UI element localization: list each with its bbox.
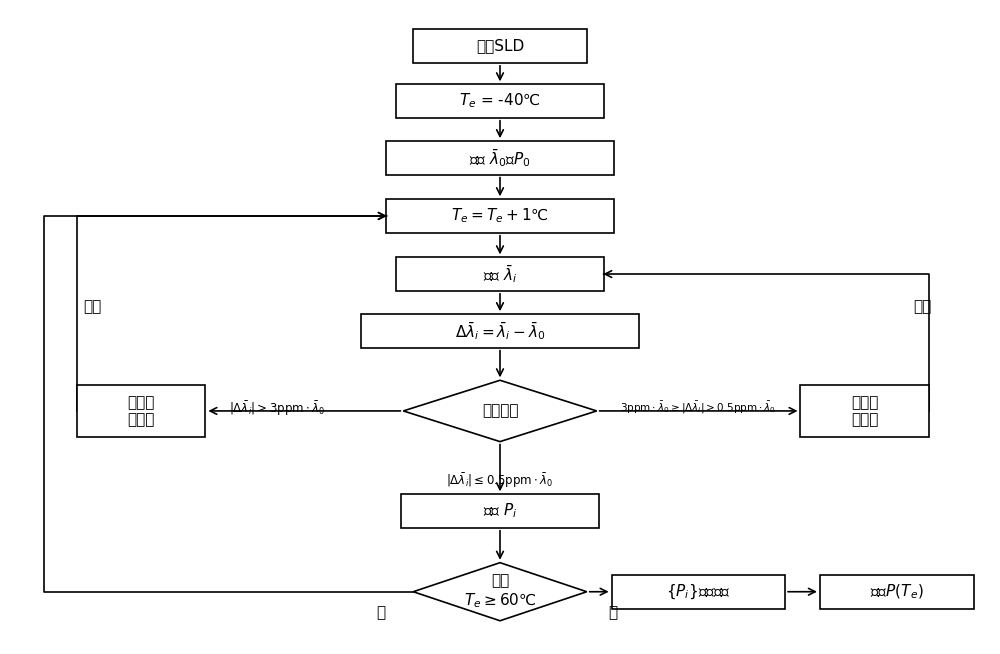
Text: $3\mathrm{ppm} \cdot \bar{\lambda}_0 \geq |\Delta\bar{\lambda}_i| > 0.5\mathrm{p: $3\mathrm{ppm} \cdot \bar{\lambda}_0 \ge… [620, 400, 776, 417]
Text: 比例控
制算法: 比例控 制算法 [127, 395, 155, 427]
FancyBboxPatch shape [413, 29, 587, 63]
Polygon shape [413, 562, 587, 621]
Text: 测得 $\bar{\lambda}_0$、$P_0$: 测得 $\bar{\lambda}_0$、$P_0$ [469, 147, 531, 169]
Text: 是: 是 [608, 606, 618, 621]
Text: 测得 $\bar{\lambda}_i$: 测得 $\bar{\lambda}_i$ [483, 263, 517, 285]
Text: 精调: 精调 [913, 299, 931, 314]
FancyBboxPatch shape [386, 199, 614, 233]
FancyBboxPatch shape [396, 84, 604, 118]
Text: 判断
$T_e \geq 60$℃: 判断 $T_e \geq 60$℃ [464, 574, 536, 610]
Text: 否: 否 [376, 606, 386, 621]
Text: 得到$P(T_e)$: 得到$P(T_e)$ [870, 583, 924, 601]
Text: $T_e = T_e + 1$℃: $T_e = T_e + 1$℃ [451, 207, 549, 225]
FancyBboxPatch shape [396, 257, 604, 291]
Text: 粗调: 粗调 [84, 299, 102, 314]
Text: $\{P_i\}$线性插値: $\{P_i\}$线性插値 [666, 583, 731, 601]
Text: 模糊控
制算法: 模糊控 制算法 [851, 395, 879, 427]
Polygon shape [403, 380, 597, 441]
FancyBboxPatch shape [386, 141, 614, 175]
Text: $T_e$ = -40℃: $T_e$ = -40℃ [459, 92, 541, 111]
FancyBboxPatch shape [612, 575, 785, 608]
Text: $\Delta\bar{\lambda}_i = \bar{\lambda}_i - \bar{\lambda}_0$: $\Delta\bar{\lambda}_i = \bar{\lambda}_i… [455, 320, 545, 342]
FancyBboxPatch shape [77, 385, 205, 437]
FancyBboxPatch shape [401, 494, 599, 528]
FancyBboxPatch shape [820, 575, 974, 608]
Text: 误差判定: 误差判定 [482, 404, 518, 419]
FancyBboxPatch shape [800, 385, 929, 437]
FancyBboxPatch shape [361, 314, 639, 348]
Text: $|\Delta\bar{\lambda}_i| > 3\mathrm{ppm} \cdot \bar{\lambda}_0$: $|\Delta\bar{\lambda}_i| > 3\mathrm{ppm}… [229, 399, 325, 417]
Text: $|\Delta\bar{\lambda}_i| \leq 0.5\mathrm{ppm} \cdot \bar{\lambda}_0$: $|\Delta\bar{\lambda}_i| \leq 0.5\mathrm… [446, 472, 554, 490]
Text: 启动SLD: 启动SLD [476, 39, 524, 54]
Text: 测得 $P_i$: 测得 $P_i$ [483, 502, 517, 521]
